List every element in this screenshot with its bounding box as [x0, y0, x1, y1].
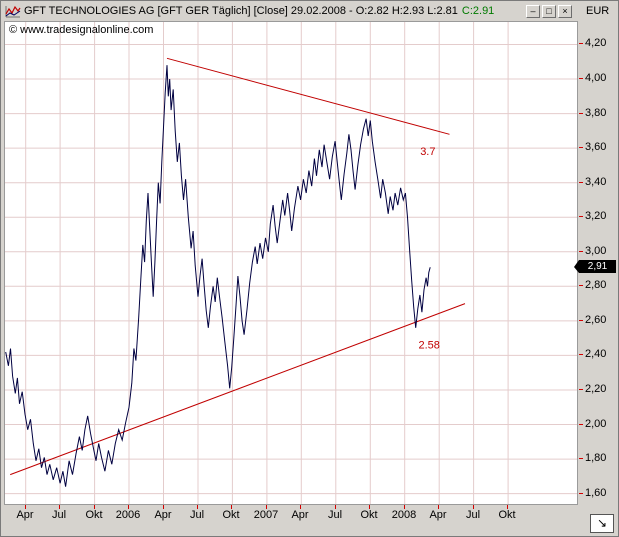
y-axis-tick [579, 424, 583, 425]
y-axis-label: 2,40 [585, 348, 607, 360]
x-axis-tick [266, 505, 267, 509]
x-axis-label: Jul [465, 509, 481, 521]
time-axis[interactable]: Apr Jul Okt 2006 Apr Jul Okt 2007 Apr Jul Okt 2008 A… [4, 505, 578, 522]
x-axis-tick [59, 505, 60, 509]
y-axis-label: 2,20 [585, 383, 607, 395]
x-axis-label: Okt [222, 509, 240, 521]
y-axis-label: 1,80 [585, 452, 607, 464]
line-chart-icon [5, 5, 21, 17]
currency-label: EUR [586, 5, 610, 17]
x-axis-tick [473, 505, 474, 509]
y-axis-tick [579, 78, 583, 79]
x-axis-tick [197, 505, 198, 509]
close-price-value: C:2.91 [461, 5, 495, 17]
y-axis-tick [579, 147, 583, 148]
x-axis-label: Jul [327, 509, 343, 521]
y-axis-label: 3,00 [585, 245, 607, 257]
price-line [5, 65, 431, 487]
x-axis-label: Apr [154, 509, 172, 521]
minimize-button[interactable]: – [526, 4, 540, 18]
y-axis-label: 2,60 [585, 314, 607, 326]
x-axis-tick [25, 505, 26, 509]
x-axis-label: Jul [51, 509, 67, 521]
y-axis-tick [579, 285, 583, 286]
x-axis-label: Okt [360, 509, 378, 521]
y-axis-tick [579, 493, 583, 494]
watermark: © www.tradesignalonline.com [9, 24, 154, 36]
y-axis-tick [579, 113, 583, 114]
x-axis-label: 2008 [391, 509, 417, 521]
chart-titlebar[interactable]: GFT TECHNOLOGIES AG [GFT GER Täglich] [C… [1, 1, 618, 21]
x-axis-label: Okt [85, 509, 103, 521]
trendline-label-resistance: 3.7 [420, 146, 435, 158]
chart-plot-area[interactable]: 3.7 2.58 © www.tradesignalonline.com [4, 21, 578, 505]
y-axis-label: 3,20 [585, 210, 607, 222]
jump-to-end-button[interactable]: ↘ [590, 514, 614, 533]
restore-button[interactable]: □ [542, 4, 556, 18]
x-axis-tick [231, 505, 232, 509]
trendline-support[interactable] [10, 303, 466, 476]
x-axis-label: Apr [291, 509, 309, 521]
x-axis-label: Apr [429, 509, 447, 521]
x-axis-label: Apr [16, 509, 34, 521]
y-axis-label: 4,00 [585, 72, 607, 84]
x-axis-tick [128, 505, 129, 509]
last-price-pointer-icon [574, 260, 579, 273]
trendline-label-support: 2.58 [419, 340, 440, 352]
trendline-resistance[interactable] [166, 57, 450, 135]
y-axis-label: 4,20 [585, 37, 607, 49]
y-axis-label: 3,60 [585, 141, 607, 153]
price-axis[interactable]: 2,91 4,20 4,00 3,80 3,60 3,40 3,20 3,00 2,80 2,6… [574, 21, 618, 505]
x-axis-tick [163, 505, 164, 509]
window-title: GFT TECHNOLOGIES AG [GFT GER Täglich] [C… [24, 5, 458, 17]
y-axis-tick [579, 354, 583, 355]
close-button[interactable]: × [558, 4, 572, 18]
y-axis-tick [579, 43, 583, 44]
x-axis-tick [507, 505, 508, 509]
x-axis-label: 2007 [253, 509, 279, 521]
x-axis-tick [94, 505, 95, 509]
x-axis-tick [335, 505, 336, 509]
y-axis-tick [579, 251, 583, 252]
y-axis-label: 3,40 [585, 176, 607, 188]
price-chart-svg[interactable]: 3.7 2.58 [5, 22, 577, 504]
y-axis-tick [579, 216, 583, 217]
y-axis-tick [579, 458, 583, 459]
x-axis-tick [438, 505, 439, 509]
x-axis-label: Jul [189, 509, 205, 521]
x-axis-tick [300, 505, 301, 509]
last-price-badge: 2,91 [574, 260, 616, 273]
x-axis-tick [369, 505, 370, 509]
y-axis-label: 2,00 [585, 418, 607, 430]
y-axis-label: 3,80 [585, 107, 607, 119]
y-axis-label: 1,60 [585, 487, 607, 499]
last-price-value: 2,91 [587, 261, 608, 272]
y-axis-tick [579, 182, 583, 183]
y-axis-label: 2,80 [585, 279, 607, 291]
x-axis-label: Okt [498, 509, 516, 521]
y-axis-tick [579, 389, 583, 390]
y-axis-tick [579, 320, 583, 321]
x-axis-tick [404, 505, 405, 509]
x-axis-label: 2006 [115, 509, 141, 521]
